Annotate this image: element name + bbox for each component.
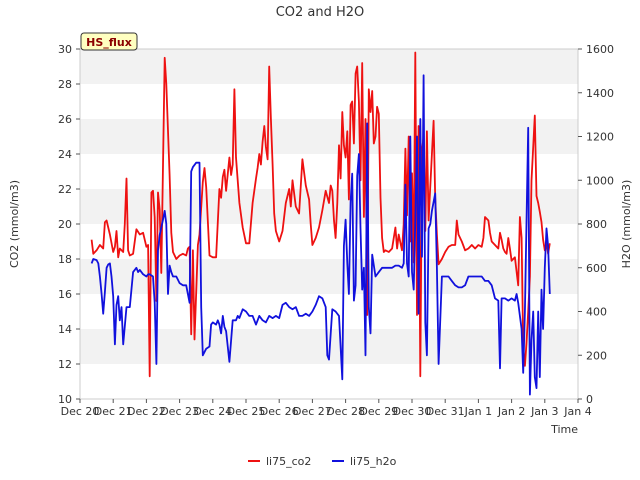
grid-band [80, 119, 578, 154]
badge-label: HS_flux [86, 36, 132, 49]
y2-axis-label: H2O (mmol/m3) [620, 180, 633, 269]
badge-box [80, 32, 138, 51]
legend: li75_co2 li75_h2o [248, 455, 397, 468]
y-tick-label: 16 [58, 288, 72, 301]
x-tick-label: Dec 28 [326, 405, 365, 418]
x-tick-label: Jan 2 [497, 405, 525, 418]
y-tick-label: 26 [58, 113, 72, 126]
y2-tick-label: 400 [586, 306, 607, 319]
x-tick-label: Dec 21 [94, 405, 133, 418]
y-tick-label: 28 [58, 78, 72, 91]
x-tick-label: Dec 23 [160, 405, 199, 418]
y-tick-label: 20 [58, 218, 72, 231]
y2-tick-label: 1600 [586, 43, 614, 56]
y2-tick-label: 800 [586, 218, 607, 231]
x-axis-label: Time [550, 423, 578, 436]
legend-label-li75_h2o: li75_h2o [350, 455, 397, 468]
x-tick-label: Dec 27 [293, 405, 332, 418]
y-tick-label: 24 [58, 148, 72, 161]
y2-tick-label: 1200 [586, 131, 614, 144]
x-tick-label: Dec 25 [227, 405, 266, 418]
y2-tick-labels: 0 200 400 600 800 1000 1200 1400 1600 [578, 43, 614, 406]
series-lines [90, 51, 551, 396]
hs-flux-badge: HS_flux [80, 32, 138, 51]
x-tick-label: Jan 1 [464, 405, 492, 418]
y2-tick-label: 600 [586, 262, 607, 275]
chart-title: CO2 and H2O [276, 5, 365, 20]
legend-label-li75_co2: li75_co2 [266, 455, 311, 468]
y-tick-label: 30 [58, 43, 72, 56]
series-line-li75_co2 [90, 51, 551, 378]
y-tick-label: 22 [58, 183, 72, 196]
grid-band [80, 259, 578, 294]
y2-tick-label: 1000 [586, 174, 614, 187]
grid-bands [80, 49, 578, 364]
series-line-li75_h2o [90, 74, 551, 396]
x-tick-label: Dec 29 [359, 405, 398, 418]
x-tick-label: Dec 24 [193, 405, 232, 418]
y-tick-label: 14 [58, 323, 72, 336]
x-tick-label: Dec 31 [426, 405, 465, 418]
y2-tick-label: 1400 [586, 87, 614, 100]
x-tick-label: Dec 30 [393, 405, 432, 418]
y-axis-label: CO2 (mmol/m3) [8, 180, 21, 268]
y2-tick-label: 0 [586, 393, 593, 406]
x-tick-label: Dec 22 [127, 405, 166, 418]
y-tick-label: 18 [58, 253, 72, 266]
y-tick-label: 10 [58, 393, 72, 406]
y2-tick-label: 200 [586, 349, 607, 362]
x-tick-label: Dec 26 [260, 405, 299, 418]
grid-band [80, 49, 578, 84]
x-tick-label: Jan 4 [563, 405, 591, 418]
y-tick-label: 12 [58, 358, 72, 371]
x-tick-label: Dec 20 [61, 405, 100, 418]
x-tick-label: Jan 3 [530, 405, 558, 418]
y-tick-labels: 10 12 14 16 18 20 22 24 26 28 30 [58, 43, 80, 406]
